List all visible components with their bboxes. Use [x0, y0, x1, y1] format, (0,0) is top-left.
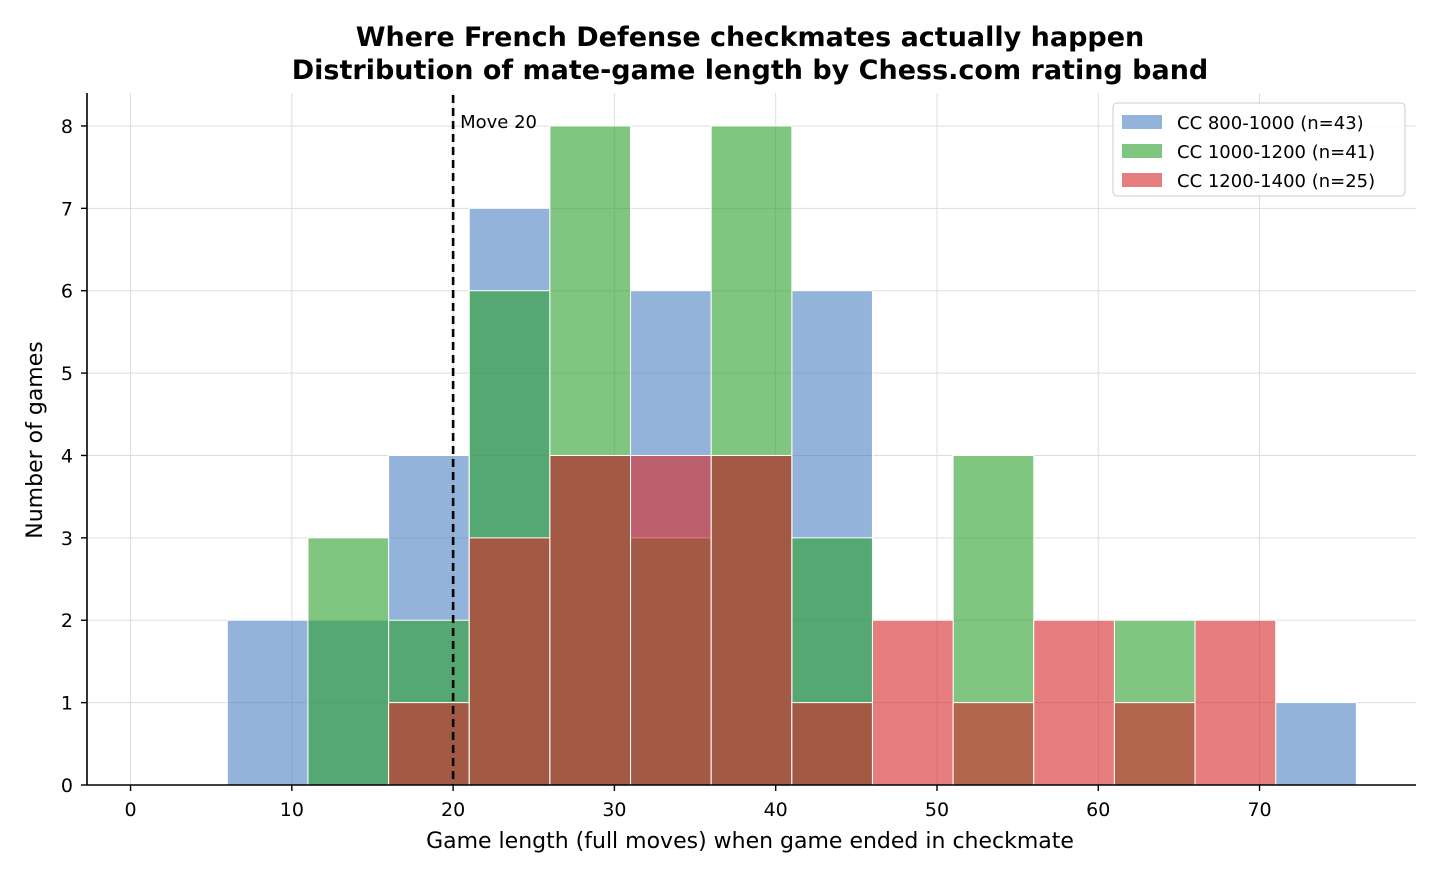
y-tick-label: 7 — [61, 198, 73, 220]
bar — [468, 537, 551, 786]
y-tick-label: 8 — [61, 116, 73, 138]
y-tick-label: 5 — [61, 363, 73, 385]
chart-title: Where French Defense checkmates actually… — [356, 22, 1145, 53]
legend: CC 800-1000 (n=43) CC 1000-1200 (n=41) CC … — [1112, 102, 1406, 197]
x-tick-label: 70 — [1247, 799, 1271, 821]
x-tick-label: 0 — [125, 799, 137, 821]
bar — [388, 702, 470, 786]
axes: 0 10 20 30 40 50 60 70 0 1 2 3 4 5 6 7 8 — [61, 93, 1416, 821]
histogram-bars — [226, 125, 1357, 786]
y-tick-label: 3 — [61, 528, 73, 550]
y-tick-label: 0 — [61, 775, 73, 797]
x-tick-label: 30 — [602, 799, 626, 821]
bar — [307, 537, 390, 786]
bar — [1033, 619, 1115, 786]
y-tick-label: 2 — [61, 610, 73, 632]
move-20-label: Move 20 — [460, 112, 537, 133]
legend-swatch — [1122, 173, 1162, 187]
legend-box — [1112, 102, 1406, 197]
x-axis-label: Game length (full moves) when game ended… — [426, 829, 1074, 854]
legend-entry: CC 1200-1400 (n=25) — [1177, 171, 1375, 192]
bar — [1194, 619, 1277, 786]
y-tick-label: 1 — [61, 693, 73, 715]
series-3-bars — [388, 454, 1277, 786]
y-axis-label: Number of games — [23, 341, 48, 538]
bar — [1113, 702, 1196, 786]
legend-entry: CC 800-1000 (n=43) — [1177, 113, 1364, 134]
bar — [549, 454, 632, 786]
x-tick-label: 50 — [925, 799, 949, 821]
x-tick-label: 10 — [280, 799, 304, 821]
bar — [710, 454, 793, 786]
bar — [791, 702, 873, 786]
bar — [1275, 702, 1357, 786]
x-tick-label: 60 — [1086, 799, 1110, 821]
y-tick-label: 6 — [61, 281, 73, 303]
x-tick-label: 20 — [441, 799, 465, 821]
y-tick-label: 4 — [61, 445, 73, 467]
legend-swatch — [1122, 115, 1162, 129]
bar — [226, 619, 309, 786]
chart-subtitle: Distribution of mate-game length by Ches… — [292, 55, 1209, 86]
bar — [952, 702, 1035, 786]
x-tick-label: 40 — [764, 799, 788, 821]
legend-entry: CC 1000-1200 (n=41) — [1177, 142, 1375, 163]
annotations: Move 20 — [451, 95, 537, 785]
bar — [871, 619, 954, 786]
legend-swatch — [1122, 144, 1162, 158]
bar — [630, 454, 712, 786]
